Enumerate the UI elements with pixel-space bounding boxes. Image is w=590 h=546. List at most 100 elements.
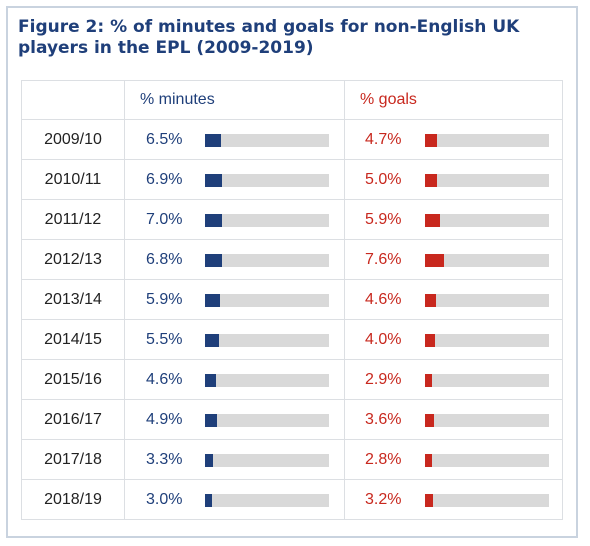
table-row: 2009/10 6.5% 4.7%	[21, 119, 563, 160]
minutes-value-label: 6.5%	[146, 131, 183, 148]
goals-value-label: 2.9%	[365, 371, 402, 388]
minutes-bar	[205, 494, 213, 507]
goals-value-label: 4.7%	[365, 131, 402, 148]
minutes-bar	[205, 454, 214, 467]
goals-value-label: 4.0%	[365, 331, 402, 348]
data-table: % minutes % goals 2009/10 6.5% 4.7% 2010/11…	[21, 80, 563, 520]
goals-cell: 2.8%	[344, 439, 563, 480]
goals-value-label: 5.9%	[365, 211, 402, 228]
table-row: 2011/12 7.0% 5.9%	[21, 199, 563, 240]
goals-bar	[425, 454, 432, 467]
minutes-bar-track	[205, 214, 329, 227]
minutes-cell: 6.8%	[124, 239, 345, 280]
minutes-bar-track	[205, 254, 329, 267]
table-row: 2017/18 3.3% 2.8%	[21, 439, 563, 480]
goals-value-label: 4.6%	[365, 291, 402, 308]
minutes-bar-track	[205, 334, 329, 347]
header-row: % minutes % goals	[21, 80, 563, 120]
season-label: 2016/17	[21, 399, 125, 440]
minutes-value-label: 3.3%	[146, 451, 183, 468]
goals-value-label: 5.0%	[365, 171, 402, 188]
season-label: 2017/18	[21, 439, 125, 480]
season-label: 2011/12	[21, 199, 125, 240]
goals-bar-track	[425, 454, 549, 467]
goals-bar-track	[425, 494, 549, 507]
goals-header: % goals	[344, 80, 563, 120]
goals-bar-track	[425, 414, 549, 427]
minutes-bar-track	[205, 174, 329, 187]
minutes-bar	[205, 134, 222, 147]
minutes-value-label: 5.9%	[146, 291, 183, 308]
goals-bar-track	[425, 334, 549, 347]
minutes-cell: 5.9%	[124, 279, 345, 320]
goals-bar	[425, 254, 444, 267]
goals-bar	[425, 374, 433, 387]
minutes-cell: 4.9%	[124, 399, 345, 440]
table-row: 2014/15 5.5% 4.0%	[21, 319, 563, 360]
goals-bar-track	[425, 214, 549, 227]
table-row: 2012/13 6.8% 7.6%	[21, 239, 563, 280]
goals-bar	[425, 174, 438, 187]
goals-bar	[425, 214, 440, 227]
season-label: 2009/10	[21, 119, 125, 160]
minutes-bar	[205, 294, 220, 307]
minutes-bar	[205, 174, 223, 187]
goals-value-label: 3.6%	[365, 411, 402, 428]
season-label: 2010/11	[21, 159, 125, 200]
minutes-value-label: 4.6%	[146, 371, 183, 388]
goals-bar-track	[425, 174, 549, 187]
minutes-cell: 3.0%	[124, 479, 345, 520]
minutes-cell: 4.6%	[124, 359, 345, 400]
season-label: 2013/14	[21, 279, 125, 320]
goals-bar	[425, 294, 437, 307]
minutes-bar-track	[205, 414, 329, 427]
goals-value-label: 7.6%	[365, 251, 402, 268]
minutes-cell: 6.9%	[124, 159, 345, 200]
table-row: 2018/19 3.0% 3.2%	[21, 479, 563, 520]
minutes-cell: 3.3%	[124, 439, 345, 480]
goals-bar-track	[425, 134, 549, 147]
season-label: 2015/16	[21, 359, 125, 400]
minutes-value-label: 3.0%	[146, 491, 183, 508]
minutes-bar	[205, 214, 223, 227]
table-body: 2009/10 6.5% 4.7% 2010/11 6.9% 5.0% 2011/12 7.0…	[21, 119, 563, 520]
minutes-bar	[205, 334, 219, 347]
goals-cell: 7.6%	[344, 239, 563, 280]
goals-cell: 3.6%	[344, 399, 563, 440]
goals-value-label: 2.8%	[365, 451, 402, 468]
minutes-bar	[205, 414, 218, 427]
minutes-bar-track	[205, 134, 329, 147]
goals-bar	[425, 414, 434, 427]
table-row: 2015/16 4.6% 2.9%	[21, 359, 563, 400]
season-label: 2018/19	[21, 479, 125, 520]
goals-bar-track	[425, 294, 549, 307]
minutes-bar-track	[205, 294, 329, 307]
figure-title: Figure 2: % of minutes and goals for non…	[18, 17, 520, 58]
minutes-value-label: 6.9%	[146, 171, 183, 188]
minutes-bar	[205, 374, 217, 387]
table-row: 2013/14 5.9% 4.6%	[21, 279, 563, 320]
goals-bar-track	[425, 254, 549, 267]
season-header	[21, 80, 125, 120]
goals-cell: 5.0%	[344, 159, 563, 200]
minutes-header: % minutes	[124, 80, 345, 120]
goals-bar	[425, 494, 433, 507]
minutes-cell: 5.5%	[124, 319, 345, 360]
minutes-cell: 7.0%	[124, 199, 345, 240]
goals-cell: 5.9%	[344, 199, 563, 240]
season-label: 2014/15	[21, 319, 125, 360]
goals-cell: 4.7%	[344, 119, 563, 160]
minutes-value-label: 7.0%	[146, 211, 183, 228]
goals-bar	[425, 334, 435, 347]
minutes-bar-track	[205, 454, 329, 467]
goals-bar-track	[425, 374, 549, 387]
minutes-cell: 6.5%	[124, 119, 345, 160]
table-row: 2016/17 4.9% 3.6%	[21, 399, 563, 440]
minutes-bar	[205, 254, 222, 267]
minutes-value-label: 4.9%	[146, 411, 183, 428]
table-row: 2010/11 6.9% 5.0%	[21, 159, 563, 200]
goals-value-label: 3.2%	[365, 491, 402, 508]
minutes-value-label: 6.8%	[146, 251, 183, 268]
goals-bar	[425, 134, 437, 147]
minutes-bar-track	[205, 494, 329, 507]
